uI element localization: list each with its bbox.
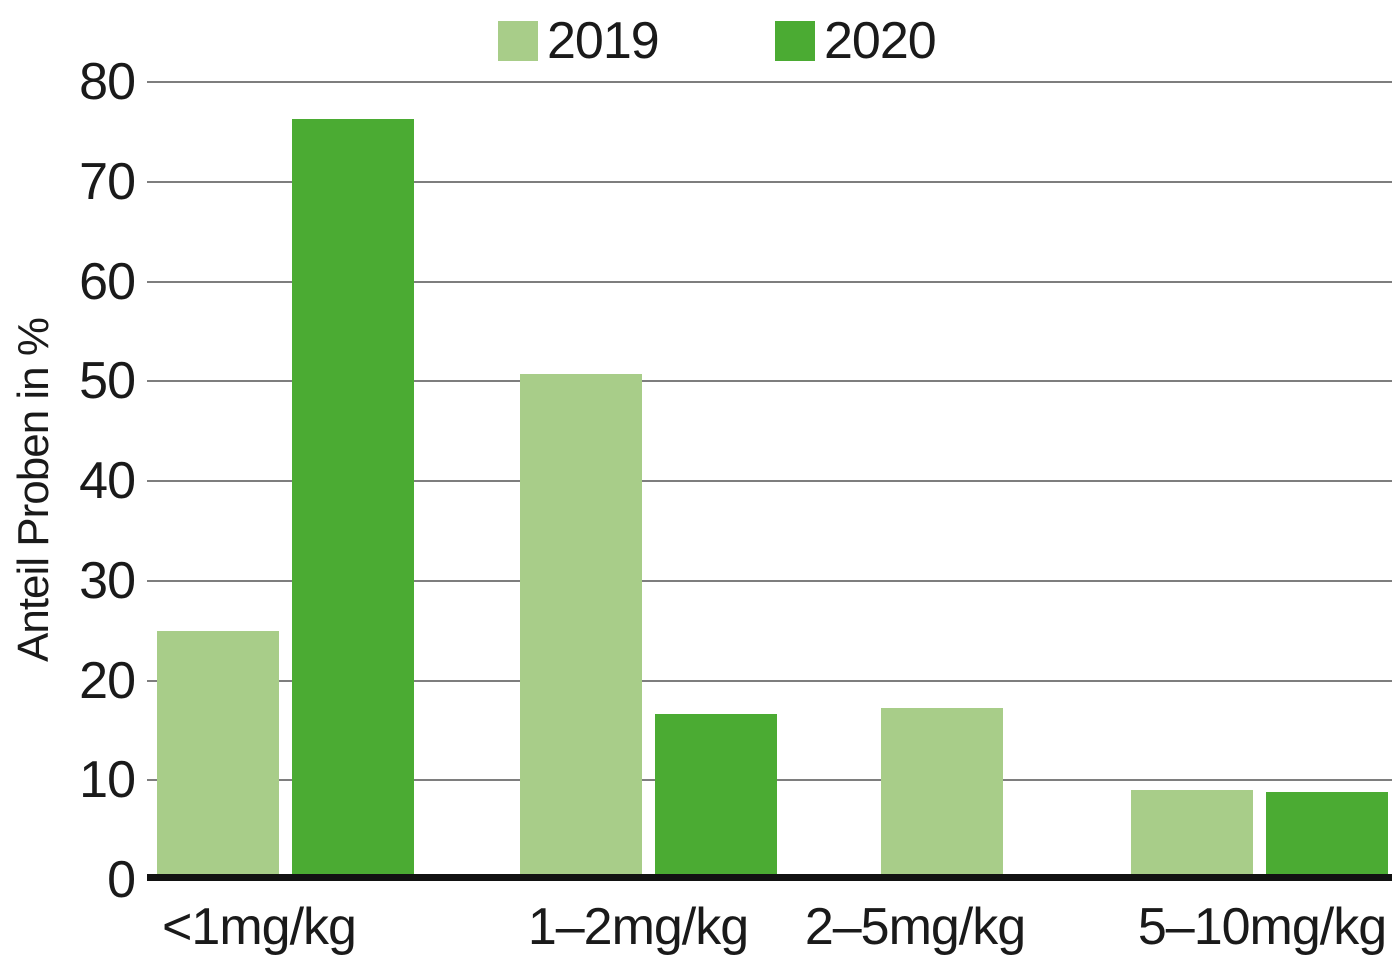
gridline-30	[147, 579, 1392, 582]
x-label-5-10mg-kg: 5–10mg/kg	[1137, 898, 1387, 956]
x-label-1mg-kg: <1mg/kg	[162, 898, 357, 956]
y-tick-40: 40	[79, 452, 136, 510]
bar-2019-5-10mg-kg	[1131, 790, 1253, 877]
gridline-20	[147, 679, 1392, 682]
bar-2019-1-2mg-kg	[520, 374, 642, 877]
legend-label-2020: 2020	[824, 12, 937, 70]
x-label-2-5mg-kg: 2–5mg/kg	[804, 898, 1026, 956]
x-label-1-2mg-kg: 1–2mg/kg	[527, 898, 749, 956]
y-tick-20: 20	[79, 651, 136, 710]
gridline-80	[147, 81, 1392, 83]
y-tick-30: 30	[79, 551, 136, 610]
bar-2019-1mg-kg	[157, 631, 279, 877]
gridline-50	[147, 380, 1392, 383]
y-tick-60: 60	[79, 252, 136, 311]
y-tick-70: 70	[79, 152, 136, 211]
bar-2019-2-5mg-kg	[881, 708, 1003, 877]
y-tick-10: 10	[79, 751, 136, 810]
legend-swatch-2020	[775, 21, 815, 61]
x-axis-line	[147, 874, 1392, 881]
bar-2020-5-10mg-kg	[1266, 792, 1388, 877]
gridline-60	[147, 280, 1392, 283]
gridline-70	[147, 180, 1392, 183]
bar-2020-1mg-kg	[292, 119, 414, 877]
y-tick-50: 50	[79, 352, 136, 411]
gridline-40	[147, 480, 1392, 482]
y-tick-80: 80	[79, 53, 136, 111]
legend-swatch-2019	[498, 21, 538, 61]
legend-label-2019: 2019	[547, 12, 660, 70]
y-tick-0: 0	[107, 851, 136, 909]
bar-2020-1-2mg-kg	[655, 714, 777, 877]
